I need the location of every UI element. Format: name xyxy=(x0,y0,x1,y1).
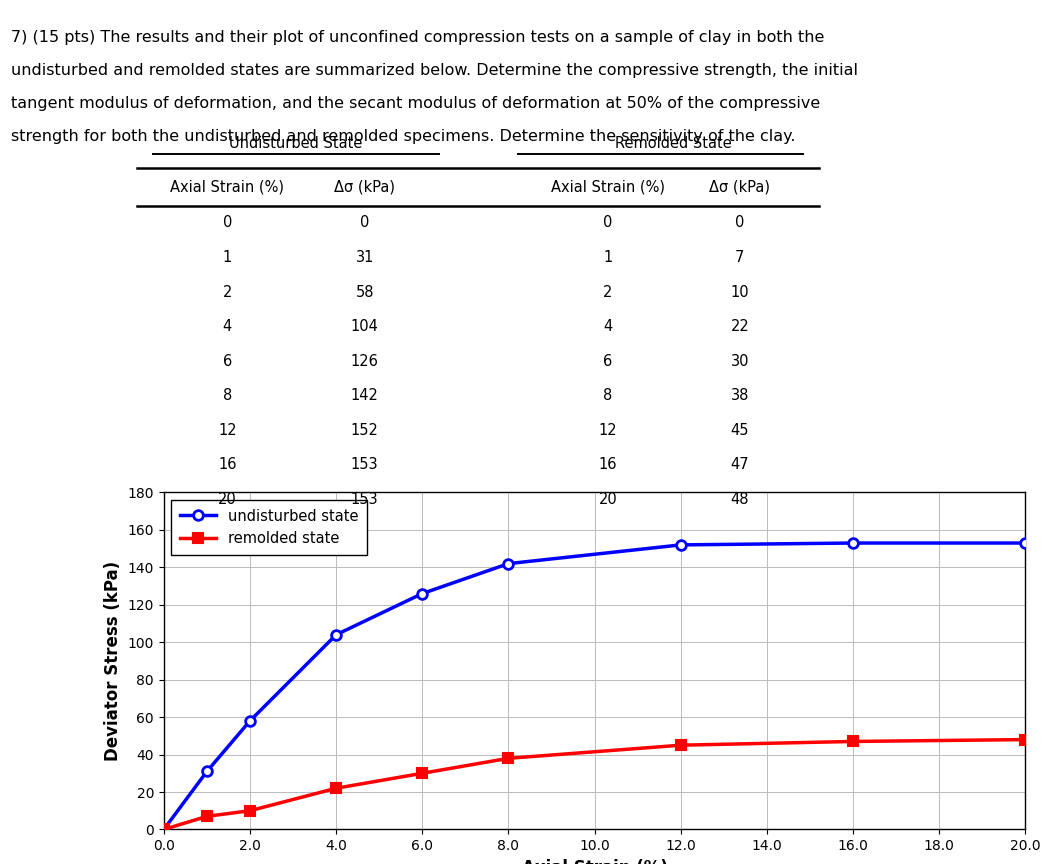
undisturbed state xyxy=(847,537,859,549)
Text: 2: 2 xyxy=(223,284,231,300)
Text: 1: 1 xyxy=(604,250,612,265)
Text: 20: 20 xyxy=(218,492,237,507)
Text: 4: 4 xyxy=(604,319,612,334)
X-axis label: Axial Strain (%): Axial Strain (%) xyxy=(521,859,668,864)
Text: 7: 7 xyxy=(736,250,744,265)
Text: Axial Strain (%): Axial Strain (%) xyxy=(170,180,284,195)
Text: 30: 30 xyxy=(730,353,749,369)
remolded state xyxy=(847,736,859,746)
remolded state xyxy=(416,768,429,778)
Text: 16: 16 xyxy=(598,457,617,473)
Text: 126: 126 xyxy=(351,353,378,369)
remolded state xyxy=(1019,734,1032,745)
Text: 142: 142 xyxy=(351,388,378,403)
undisturbed state xyxy=(157,824,170,835)
Line: undisturbed state: undisturbed state xyxy=(159,538,1031,835)
Text: 6: 6 xyxy=(223,353,231,369)
Text: 152: 152 xyxy=(351,422,378,438)
remolded state xyxy=(243,805,257,816)
undisturbed state xyxy=(674,540,687,550)
Text: 0: 0 xyxy=(604,215,612,231)
Text: Axial Strain (%): Axial Strain (%) xyxy=(551,180,665,195)
Text: 0: 0 xyxy=(736,215,744,231)
Text: 16: 16 xyxy=(218,457,237,473)
undisturbed state xyxy=(502,558,515,569)
Text: 31: 31 xyxy=(355,250,374,265)
Text: 6: 6 xyxy=(604,353,612,369)
undisturbed state xyxy=(330,630,342,640)
Text: 12: 12 xyxy=(598,422,617,438)
Text: 4: 4 xyxy=(223,319,231,334)
remolded state xyxy=(201,811,214,822)
Text: undisturbed and remolded states are summarized below. Determine the compressive : undisturbed and remolded states are summ… xyxy=(11,63,857,78)
Text: 45: 45 xyxy=(730,422,749,438)
Line: remolded state: remolded state xyxy=(159,734,1031,835)
Legend: undisturbed state, remolded state: undisturbed state, remolded state xyxy=(171,499,367,555)
Text: 1: 1 xyxy=(223,250,231,265)
Text: Δσ (kPa): Δσ (kPa) xyxy=(709,180,771,195)
Text: Δσ (kPa): Δσ (kPa) xyxy=(334,180,395,195)
Text: 20: 20 xyxy=(598,492,617,507)
Text: 153: 153 xyxy=(351,492,378,507)
Text: strength for both the undisturbed and remolded specimens. Determine the sensitiv: strength for both the undisturbed and re… xyxy=(11,129,795,143)
remolded state xyxy=(502,753,515,764)
undisturbed state xyxy=(243,715,257,726)
Text: Undisturbed State: Undisturbed State xyxy=(229,137,363,151)
Text: 8: 8 xyxy=(604,388,612,403)
Text: 0: 0 xyxy=(223,215,231,231)
Text: 12: 12 xyxy=(218,422,237,438)
undisturbed state xyxy=(1019,537,1032,549)
Text: 48: 48 xyxy=(730,492,749,507)
Text: 38: 38 xyxy=(730,388,749,403)
Text: 7) (15 pts) The results and their plot of unconfined compression tests on a samp: 7) (15 pts) The results and their plot o… xyxy=(11,30,824,45)
Text: 22: 22 xyxy=(730,319,749,334)
Text: 10: 10 xyxy=(730,284,749,300)
remolded state xyxy=(330,783,342,793)
remolded state xyxy=(674,740,687,750)
Text: 153: 153 xyxy=(351,457,378,473)
Text: 58: 58 xyxy=(355,284,374,300)
Text: 104: 104 xyxy=(351,319,378,334)
Text: 2: 2 xyxy=(604,284,612,300)
Text: tangent modulus of deformation, and the secant modulus of deformation at 50% of : tangent modulus of deformation, and the … xyxy=(11,96,820,111)
Y-axis label: Deviator Stress (kPa): Deviator Stress (kPa) xyxy=(104,561,122,761)
undisturbed state xyxy=(201,766,214,777)
Text: 47: 47 xyxy=(730,457,749,473)
undisturbed state xyxy=(416,588,429,599)
Text: Remolded State: Remolded State xyxy=(615,137,731,151)
remolded state xyxy=(157,824,170,835)
Text: 0: 0 xyxy=(360,215,369,231)
Text: 8: 8 xyxy=(223,388,231,403)
